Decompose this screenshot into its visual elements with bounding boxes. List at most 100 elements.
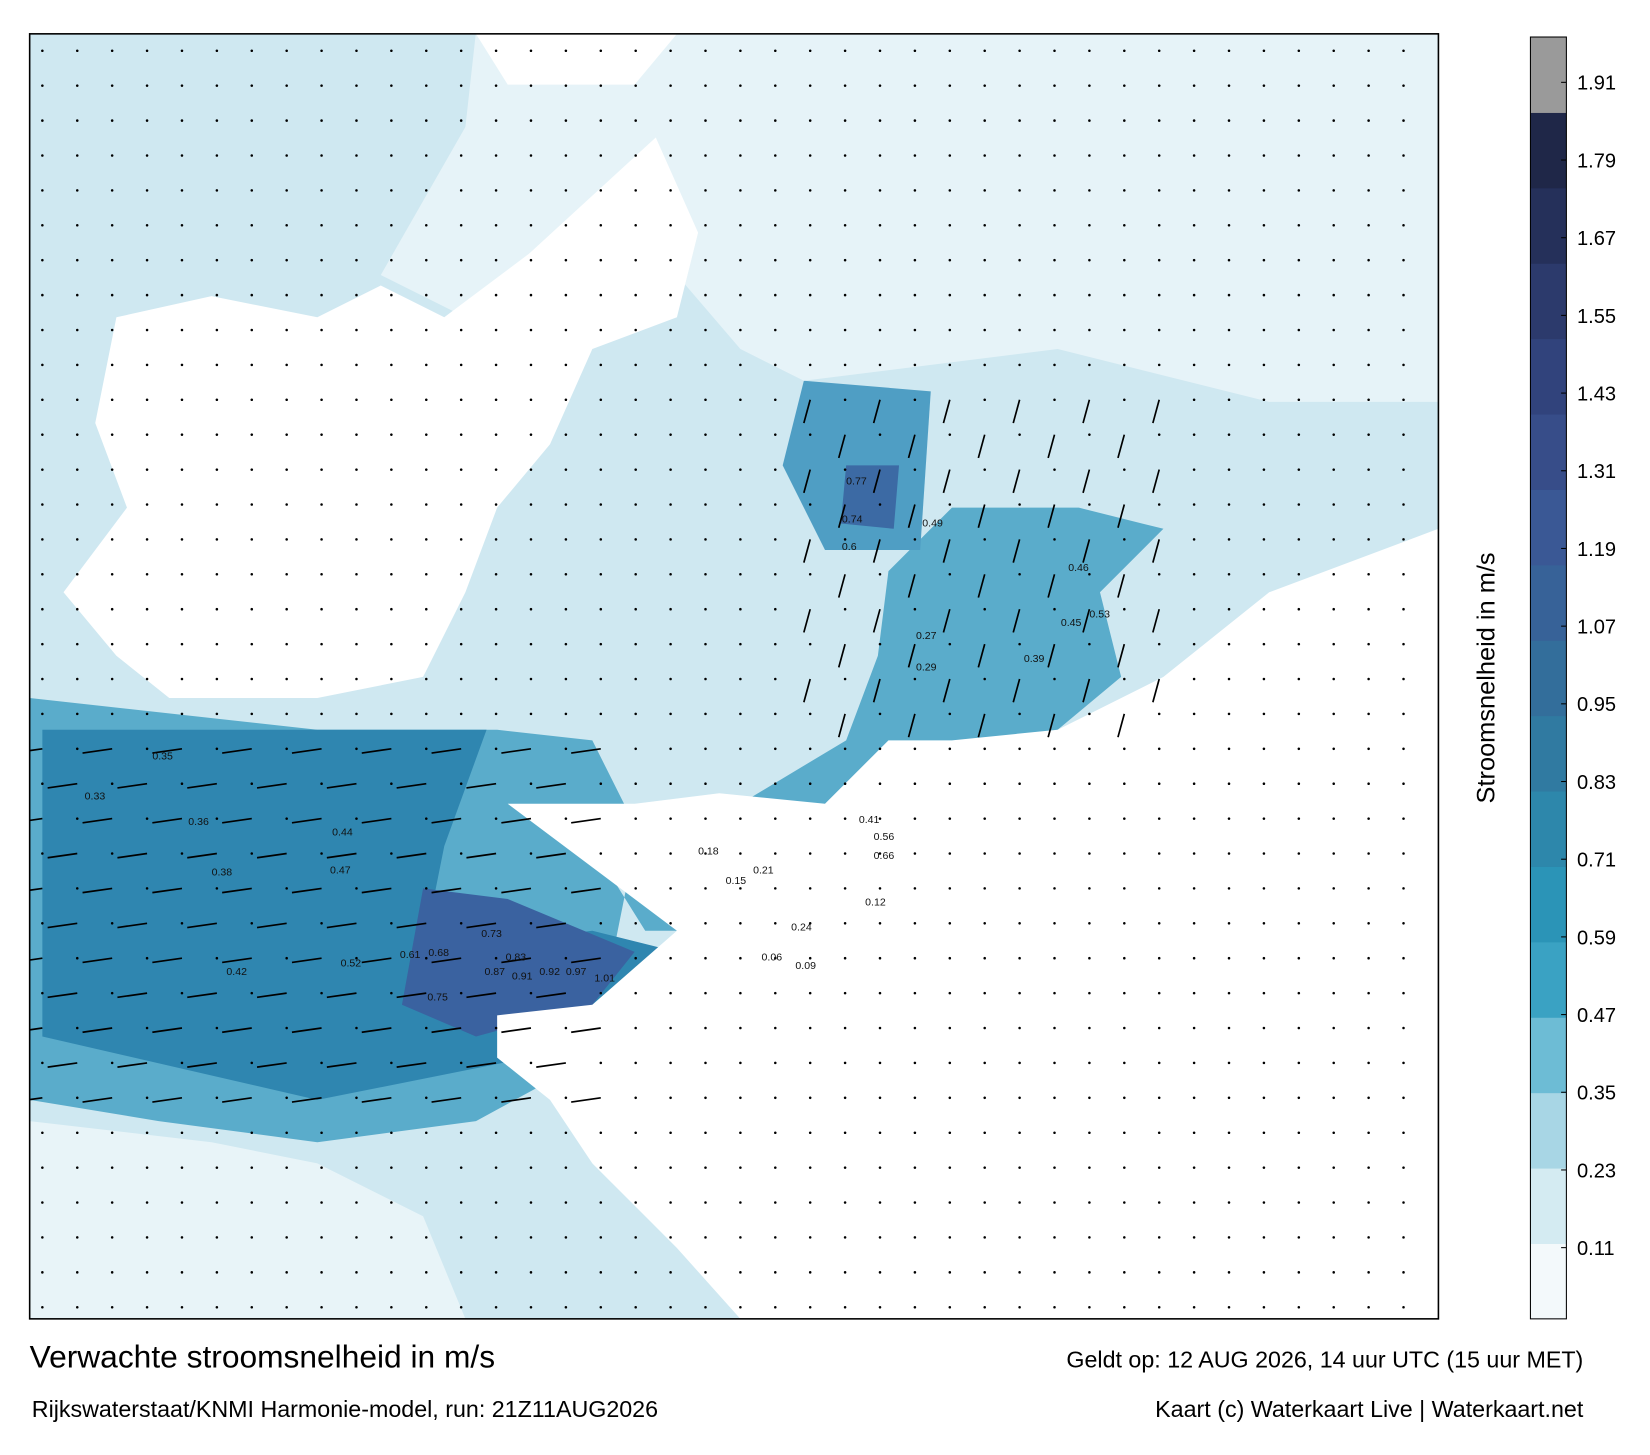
colorbar-tick-label: 1.55	[1577, 306, 1616, 328]
current-dot	[1192, 956, 1196, 960]
current-dot	[878, 1061, 882, 1065]
current-dot	[739, 1061, 742, 1065]
current-dot	[41, 538, 44, 541]
current-dot	[145, 607, 149, 611]
current-dot	[913, 49, 917, 53]
current-dot	[529, 922, 533, 925]
current-dot	[948, 573, 952, 576]
current-arrow	[466, 922, 497, 929]
current-arrow	[47, 1062, 78, 1068]
current-arrow	[361, 817, 392, 824]
speed-label: 0.83	[506, 951, 527, 963]
current-dot	[1053, 328, 1056, 332]
current-dot	[948, 119, 952, 122]
current-dot	[808, 328, 812, 332]
current-dot	[634, 782, 637, 785]
current-dot	[843, 607, 847, 611]
current-arrow	[361, 957, 392, 964]
current-dot	[1262, 677, 1266, 681]
current-dot	[948, 363, 952, 367]
current-dot	[1262, 49, 1266, 53]
current-dot	[1297, 887, 1301, 890]
current-dot	[180, 189, 184, 192]
current-dot	[1192, 1305, 1196, 1309]
current-dot	[948, 1061, 952, 1065]
current-dot	[1297, 1201, 1301, 1204]
current-arrow	[396, 852, 427, 859]
current-arrow	[571, 1027, 601, 1034]
current-dot	[1262, 363, 1266, 367]
current-dot	[1088, 817, 1091, 820]
current-dot	[1018, 189, 1021, 192]
current-dot	[494, 119, 498, 122]
current-dot	[41, 154, 44, 157]
current-dot	[669, 922, 672, 925]
current-dot	[983, 538, 986, 541]
current-dot	[1088, 363, 1091, 367]
current-dot	[739, 956, 742, 960]
current-dot	[878, 1166, 882, 1169]
current-dot	[1157, 119, 1161, 122]
current-dot	[459, 293, 463, 297]
current-dot	[355, 1096, 358, 1100]
current-dot	[843, 1166, 847, 1169]
current-dot	[1332, 468, 1335, 471]
current-dot	[1402, 363, 1405, 367]
speed-label: 0.97	[566, 966, 587, 978]
current-dot	[529, 607, 533, 611]
current-dot	[494, 154, 498, 157]
current-dot	[110, 293, 114, 297]
current-dot	[110, 1166, 114, 1169]
current-dot	[1123, 293, 1126, 297]
current-dot	[634, 154, 637, 157]
current-dot	[425, 1305, 428, 1309]
current-dot	[1332, 922, 1335, 925]
current-dot	[599, 852, 603, 855]
speed-label: 0.09	[795, 960, 816, 972]
current-dot	[564, 538, 568, 541]
current-dot	[983, 887, 986, 890]
current-dot	[1227, 84, 1231, 87]
current-dot	[983, 1131, 986, 1134]
current-dot	[459, 433, 463, 436]
current-dot	[1018, 84, 1021, 87]
current-dot	[1123, 852, 1126, 855]
current-dot	[739, 852, 742, 855]
current-dot	[145, 224, 149, 227]
speed-label: 0.68	[428, 947, 449, 959]
current-dot	[494, 538, 498, 541]
current-dot	[75, 538, 79, 541]
current-dot	[564, 1271, 568, 1274]
current-dot	[1297, 503, 1301, 506]
current-dot	[669, 468, 672, 471]
current-dot	[739, 1096, 742, 1100]
current-arrow	[571, 957, 601, 964]
current-dot	[215, 119, 219, 122]
current-dot	[1227, 1026, 1231, 1030]
current-dot	[459, 84, 463, 87]
current-dot	[1018, 782, 1021, 785]
current-dot	[1227, 607, 1231, 611]
current-dot	[215, 468, 219, 471]
current-dot	[320, 398, 323, 402]
current-dot	[390, 538, 393, 541]
current-dot	[355, 677, 358, 681]
current-dot	[145, 538, 149, 541]
current-dot	[599, 642, 603, 646]
speed-label: 0.39	[1024, 653, 1045, 665]
current-dot	[1192, 84, 1196, 87]
current-dot	[1192, 1096, 1196, 1100]
current-dot	[1332, 154, 1335, 157]
current-dot	[983, 84, 986, 87]
current-dot	[739, 712, 742, 716]
current-dot	[459, 1061, 463, 1065]
current-dot	[1157, 782, 1161, 785]
current-dot	[774, 293, 777, 297]
current-dot	[669, 817, 672, 820]
current-dot	[145, 1026, 149, 1030]
current-dot	[1192, 503, 1196, 506]
current-dot	[41, 573, 44, 576]
current-dot	[739, 503, 742, 506]
current-dot	[774, 956, 777, 960]
current-dot	[180, 922, 184, 925]
